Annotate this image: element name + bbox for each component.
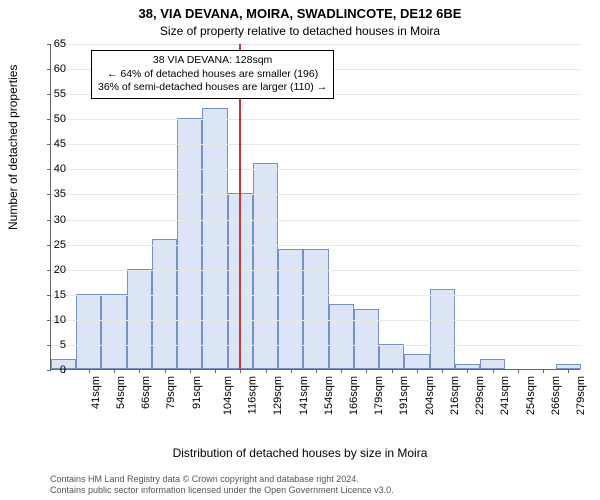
info-line-3: 36% of semi-detached houses are larger (… (98, 81, 327, 95)
histogram-bar (127, 269, 152, 369)
x-tick-label: 154sqm (323, 376, 335, 415)
x-tick-label: 91sqm (191, 376, 203, 409)
histogram-bar (430, 289, 455, 369)
y-tick-label: 10 (36, 314, 66, 326)
y-axis-label: Number of detached properties (6, 65, 20, 230)
chart-subtitle: Size of property relative to detached ho… (0, 24, 600, 38)
x-tick-label: 66sqm (140, 376, 152, 409)
y-tick-label: 40 (36, 163, 66, 175)
x-tick-label: 254sqm (525, 376, 537, 415)
histogram-bar (76, 294, 101, 369)
x-tick-label: 241sqm (500, 376, 512, 415)
histogram-bar (404, 354, 429, 369)
x-tick-label: 79sqm (165, 376, 177, 409)
footnote: Contains HM Land Registry data © Crown c… (50, 474, 394, 497)
x-tick-label: 129sqm (272, 376, 284, 415)
x-tick-label: 116sqm (246, 376, 258, 414)
histogram-bar (303, 249, 328, 369)
x-tick-label: 166sqm (348, 376, 360, 415)
footnote-line-1: Contains HM Land Registry data © Crown c… (50, 474, 394, 485)
histogram-bar (152, 239, 177, 369)
y-tick-label: 35 (36, 188, 66, 200)
info-box: 38 VIA DEVANA: 128sqm ← 64% of detached … (91, 50, 334, 99)
histogram-bar (202, 108, 227, 369)
x-tick-label: 179sqm (373, 376, 385, 415)
y-tick-label: 50 (36, 113, 66, 125)
y-tick-label: 5 (36, 339, 66, 351)
y-tick-label: 20 (36, 264, 66, 276)
x-tick-label: 266sqm (550, 376, 562, 415)
x-tick-label: 191sqm (399, 376, 411, 415)
x-tick-label: 229sqm (474, 376, 486, 415)
chart-title: 38, VIA DEVANA, MOIRA, SWADLINCOTE, DE12… (0, 6, 600, 21)
x-tick-label: 54sqm (115, 376, 127, 409)
info-line-1: 38 VIA DEVANA: 128sqm (98, 54, 327, 68)
y-tick-label: 0 (36, 364, 66, 376)
y-tick-label: 65 (36, 38, 66, 50)
x-tick-label: 41sqm (90, 376, 102, 409)
histogram-bar (278, 249, 303, 369)
histogram-bar (101, 294, 126, 369)
histogram-bar (480, 359, 505, 369)
y-tick-label: 45 (36, 138, 66, 150)
plot-area: 38 VIA DEVANA: 128sqm ← 64% of detached … (50, 44, 580, 370)
x-tick-label: 204sqm (424, 376, 436, 415)
y-tick-label: 15 (36, 289, 66, 301)
histogram-bar (354, 309, 379, 369)
histogram-bar (177, 118, 202, 369)
footnote-line-2: Contains public sector information licen… (50, 485, 394, 496)
x-tick-label: 216sqm (449, 376, 461, 415)
y-tick-label: 60 (36, 63, 66, 75)
histogram-bar (329, 304, 354, 369)
histogram-bar (379, 344, 404, 369)
x-tick-label: 279sqm (575, 376, 587, 415)
y-tick-label: 55 (36, 88, 66, 100)
x-tick-label: 141sqm (298, 376, 310, 415)
y-tick-label: 25 (36, 239, 66, 251)
x-axis-label: Distribution of detached houses by size … (0, 446, 600, 460)
y-tick-label: 30 (36, 214, 66, 226)
chart-container: 38, VIA DEVANA, MOIRA, SWADLINCOTE, DE12… (0, 0, 600, 500)
info-line-2: ← 64% of detached houses are smaller (19… (98, 68, 327, 82)
x-tick-label: 104sqm (222, 376, 234, 415)
